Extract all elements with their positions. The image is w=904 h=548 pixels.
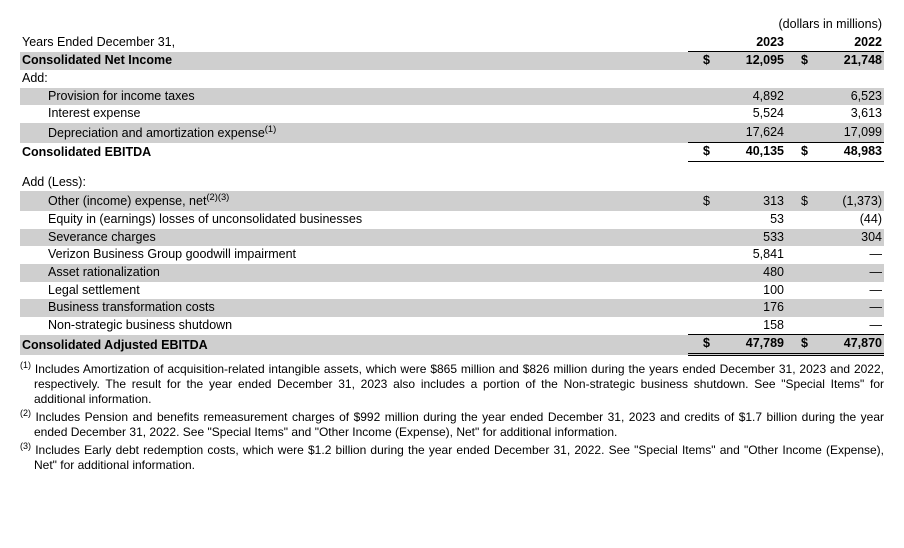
currency-symbol: $ xyxy=(786,52,810,70)
add-label: Add: xyxy=(20,70,688,88)
value-2023: 533 xyxy=(712,229,786,247)
label: Business transformation costs xyxy=(20,299,688,317)
value-2023: 17,624 xyxy=(712,123,786,143)
value-2022: — xyxy=(810,317,884,335)
value-2022: — xyxy=(810,299,884,317)
value-2022: 304 xyxy=(810,229,884,247)
value-2023: 47,789 xyxy=(712,335,786,355)
footnote-1: (1) Includes Amortization of acquisition… xyxy=(20,360,884,407)
value-2022: — xyxy=(810,282,884,300)
col-2022: 2022 xyxy=(810,34,884,52)
row-add: Add: xyxy=(20,70,884,88)
unit-note-row: (dollars in millions) xyxy=(20,16,884,34)
label: Consolidated EBITDA xyxy=(20,143,688,162)
value-2022: 3,613 xyxy=(810,105,884,123)
row-ebitda: Consolidated EBITDA $ 40,135 $ 48,983 xyxy=(20,143,884,162)
label: Legal settlement xyxy=(20,282,688,300)
row-adj-ebitda: Consolidated Adjusted EBITDA $ 47,789 $ … xyxy=(20,335,884,355)
row-interest: Interest expense 5,524 3,613 xyxy=(20,105,884,123)
row-asset-rat: Asset rationalization 480 — xyxy=(20,264,884,282)
label: Non-strategic business shutdown xyxy=(20,317,688,335)
currency-symbol: $ xyxy=(688,52,712,70)
currency-symbol: $ xyxy=(688,191,712,211)
footnotes: (1) Includes Amortization of acquisition… xyxy=(20,360,884,473)
row-provision: Provision for income taxes 4,892 6,523 xyxy=(20,88,884,106)
unit-note: (dollars in millions) xyxy=(688,16,884,34)
label: Consolidated Adjusted EBITDA xyxy=(20,335,688,355)
footnote-3: (3) Includes Early debt redemption costs… xyxy=(20,441,884,473)
value-2023: 176 xyxy=(712,299,786,317)
row-nonstrat: Non-strategic business shutdown 158 — xyxy=(20,317,884,335)
row-legal: Legal settlement 100 — xyxy=(20,282,884,300)
ebitda-table: (dollars in millions) Years Ended Decemb… xyxy=(20,16,884,356)
label: Asset rationalization xyxy=(20,264,688,282)
label: Equity in (earnings) losses of unconsoli… xyxy=(20,211,688,229)
value-2022: 21,748 xyxy=(810,52,884,70)
label: Severance charges xyxy=(20,229,688,247)
row-dep-amort: Depreciation and amortization expense(1)… xyxy=(20,123,884,143)
value-2023: 5,524 xyxy=(712,105,786,123)
row-severance: Severance charges 533 304 xyxy=(20,229,884,247)
add-less-label: Add (Less): xyxy=(20,174,688,192)
currency-symbol: $ xyxy=(786,191,810,211)
value-2023: 12,095 xyxy=(712,52,786,70)
value-2023: 100 xyxy=(712,282,786,300)
value-2022: — xyxy=(810,246,884,264)
value-2022: 48,983 xyxy=(810,143,884,162)
value-2022: (1,373) xyxy=(810,191,884,211)
label: Provision for income taxes xyxy=(20,88,688,106)
value-2023: 313 xyxy=(712,191,786,211)
col-2023: 2023 xyxy=(712,34,786,52)
currency-symbol: $ xyxy=(688,335,712,355)
value-2022: 17,099 xyxy=(810,123,884,143)
label: Consolidated Net Income xyxy=(20,52,688,70)
value-2022: — xyxy=(810,264,884,282)
currency-symbol: $ xyxy=(688,143,712,162)
row-other-income: Other (income) expense, net(2)(3) $ 313 … xyxy=(20,191,884,211)
row-equity: Equity in (earnings) losses of unconsoli… xyxy=(20,211,884,229)
value-2023: 4,892 xyxy=(712,88,786,106)
label: Other (income) expense, net(2)(3) xyxy=(20,191,688,211)
currency-symbol: $ xyxy=(786,143,810,162)
value-2023: 5,841 xyxy=(712,246,786,264)
value-2023: 53 xyxy=(712,211,786,229)
value-2023: 158 xyxy=(712,317,786,335)
row-goodwill: Verizon Business Group goodwill impairme… xyxy=(20,246,884,264)
label: Verizon Business Group goodwill impairme… xyxy=(20,246,688,264)
row-add-less: Add (Less): xyxy=(20,174,884,192)
label: Depreciation and amortization expense(1) xyxy=(20,123,688,143)
row-biz-trans: Business transformation costs 176 — xyxy=(20,299,884,317)
value-2023: 40,135 xyxy=(712,143,786,162)
value-2022: 47,870 xyxy=(810,335,884,355)
value-2023: 480 xyxy=(712,264,786,282)
footnote-2: (2) Includes Pension and benefits remeas… xyxy=(20,408,884,440)
currency-symbol: $ xyxy=(786,335,810,355)
value-2022: (44) xyxy=(810,211,884,229)
value-2022: 6,523 xyxy=(810,88,884,106)
row-net-income: Consolidated Net Income $ 12,095 $ 21,74… xyxy=(20,52,884,70)
header-row: Years Ended December 31, 2023 2022 xyxy=(20,34,884,52)
label: Interest expense xyxy=(20,105,688,123)
years-ended-label: Years Ended December 31, xyxy=(20,34,688,52)
